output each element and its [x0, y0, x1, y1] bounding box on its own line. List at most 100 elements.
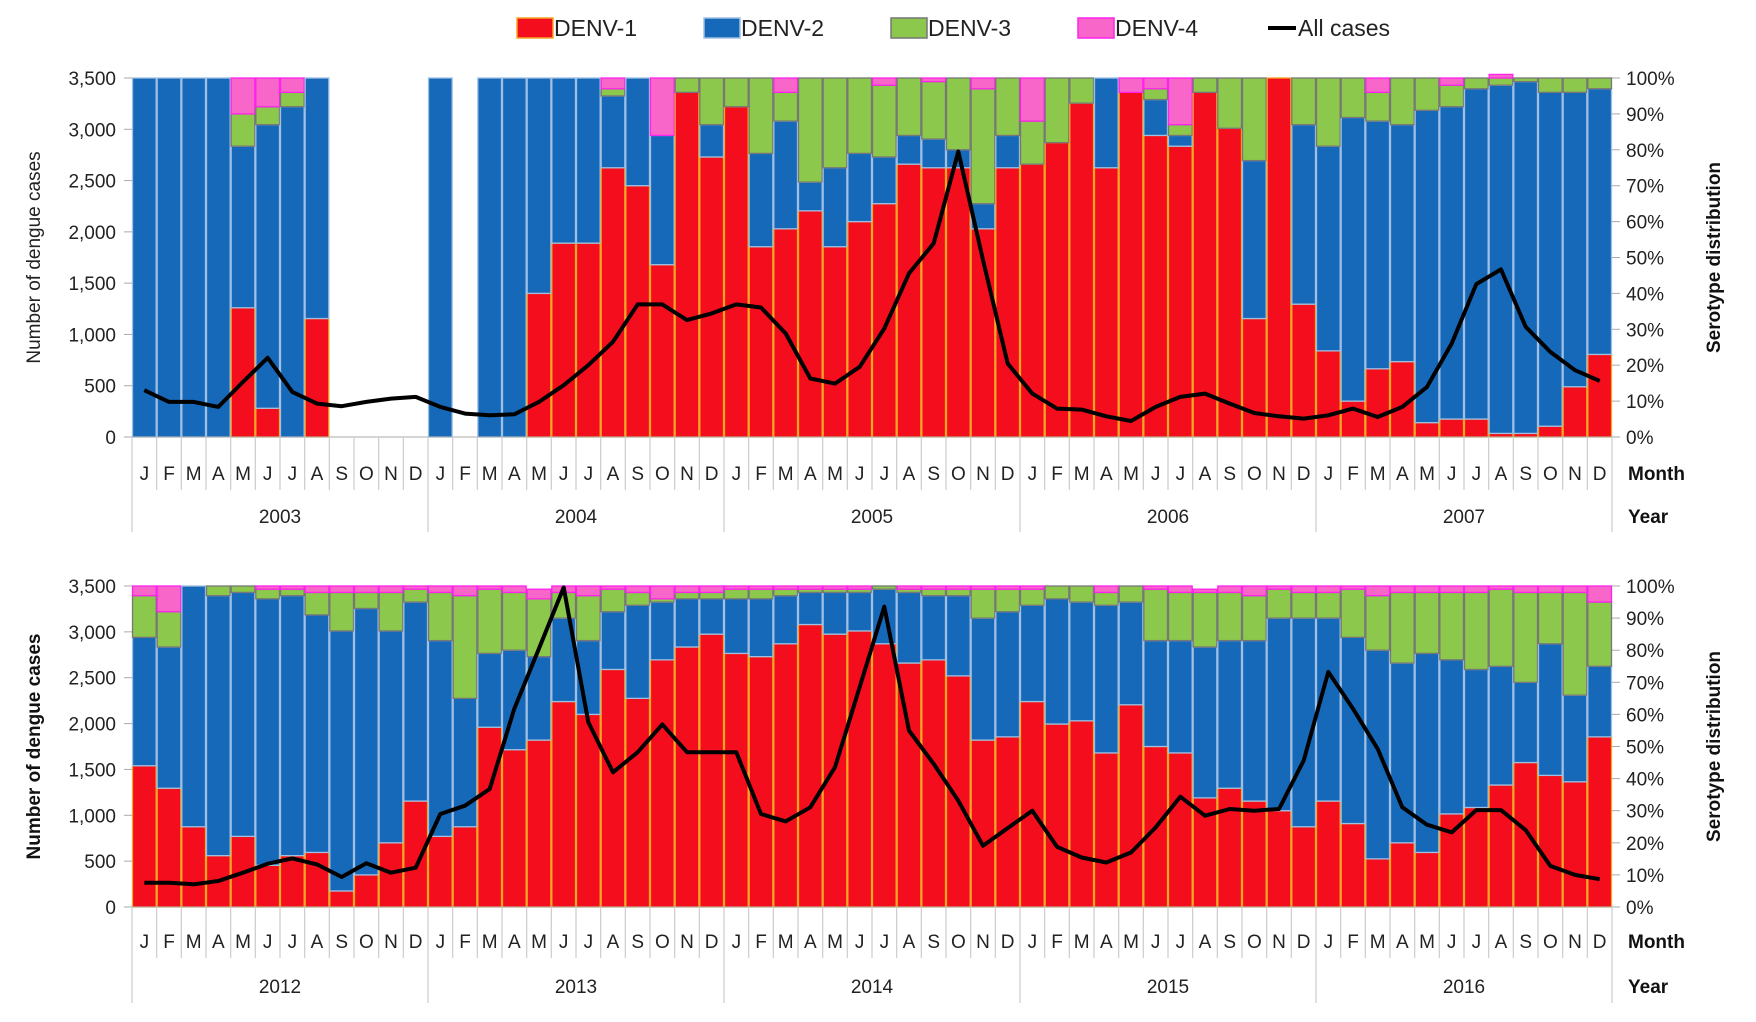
denv2-segment [773, 594, 799, 645]
denv2-segment [501, 77, 527, 438]
denv2-segment [156, 77, 182, 438]
month-label: S [1519, 932, 1532, 953]
denv1-segment [1587, 736, 1613, 908]
denv2-segment [205, 77, 231, 438]
denv3-segment [921, 80, 947, 140]
denv1-segment [501, 749, 527, 908]
denv3-segment [674, 591, 700, 600]
month-label: N [1272, 464, 1286, 485]
denv3-segment [1587, 601, 1613, 667]
month-label: A [212, 932, 225, 953]
denv3-segment [353, 591, 379, 610]
month-label: A [607, 464, 620, 485]
month-label: F [1051, 932, 1063, 953]
denv2-segment [131, 636, 157, 767]
denv3-segment [945, 588, 971, 597]
y2-tick-label: 60% [1626, 213, 1664, 234]
denv3-segment [1389, 591, 1415, 664]
year-label: 2012 [259, 977, 301, 998]
month-label: J [732, 464, 742, 485]
denv4-segment [945, 585, 971, 590]
month-label: S [927, 932, 940, 953]
denv1-segment [353, 874, 379, 908]
denv2-segment [477, 652, 503, 728]
y-axis-title: Number of dengue cases [24, 151, 45, 363]
denv1-segment [131, 765, 157, 908]
month-label: A [212, 464, 225, 485]
denv1-segment [1537, 774, 1563, 908]
denv2-segment [1069, 601, 1095, 722]
month-label: A [903, 464, 916, 485]
month-label: A [903, 932, 916, 953]
denv3-segment [1241, 77, 1267, 162]
denv1-segment [970, 739, 996, 908]
denv2-segment [230, 145, 256, 309]
month-label: M [1123, 464, 1139, 485]
denv1-segment [871, 202, 897, 438]
denv4-segment [279, 77, 305, 94]
denv2-segment [1389, 124, 1415, 363]
month-label: J [1324, 932, 1334, 953]
year-row-label: Year [1628, 507, 1669, 528]
denv3-segment [1463, 77, 1489, 90]
denv3-segment [1439, 591, 1465, 661]
month-label: O [1543, 464, 1558, 485]
denv3-segment [304, 591, 330, 616]
denv2-segment [649, 601, 675, 661]
denv4-segment [921, 585, 947, 590]
denv2-segment [822, 167, 848, 248]
month-label: J [288, 932, 298, 953]
denv3-segment [427, 591, 453, 642]
denv3-segment [1513, 591, 1539, 683]
denv2-segment [921, 594, 947, 661]
denv1-segment [1266, 77, 1292, 438]
denv3-segment [1315, 77, 1341, 147]
denv2-segment [1463, 88, 1489, 420]
y2-axis-title: Serotype distribution [1704, 651, 1725, 842]
denv1-segment [1513, 761, 1539, 908]
denv1-segment [1093, 167, 1119, 438]
month-label: O [1543, 932, 1558, 953]
denv3-segment [921, 588, 947, 597]
denv1-segment [1266, 810, 1292, 908]
denv4-segment [970, 585, 996, 590]
denv4-segment [1340, 585, 1366, 590]
denv3-segment [230, 585, 256, 594]
month-label: J [584, 464, 594, 485]
denv4-segment [575, 585, 601, 597]
denv1-segment [551, 242, 577, 438]
y2-tick-label: 30% [1626, 802, 1664, 823]
month-label: F [459, 932, 471, 953]
denv2-segment [1537, 643, 1563, 777]
denv2-segment [600, 611, 626, 671]
denv2-segment [1192, 646, 1218, 799]
denv2-segment [699, 124, 725, 158]
denv4-segment [255, 585, 281, 590]
denv4-segment [1315, 585, 1341, 594]
denv2-segment [427, 639, 453, 838]
denv3-segment [1069, 77, 1095, 104]
denv1-segment [1439, 418, 1465, 438]
denv2-segment [945, 594, 971, 677]
year-label: 2007 [1443, 507, 1485, 528]
month-label: D [705, 932, 719, 953]
month-label: M [186, 932, 202, 953]
denv2-segment [1587, 88, 1613, 356]
denv3-segment [625, 591, 651, 606]
denv4-segment [748, 585, 774, 590]
denv4-segment [403, 585, 429, 590]
month-label: A [804, 464, 817, 485]
denv2-segment [353, 607, 379, 876]
denv2-segment [1291, 124, 1317, 305]
denv4-segment [156, 585, 182, 613]
denv4-segment [1118, 77, 1144, 94]
month-label: J [1472, 464, 1482, 485]
denv3-segment [1217, 591, 1243, 642]
denv3-segment [279, 91, 305, 108]
month-label: F [459, 464, 471, 485]
denv1-segment [1118, 704, 1144, 908]
denv1-segment [723, 652, 749, 908]
denv1-segment [181, 826, 207, 908]
denv1-segment [1019, 163, 1045, 438]
denv4-segment [1019, 77, 1045, 122]
